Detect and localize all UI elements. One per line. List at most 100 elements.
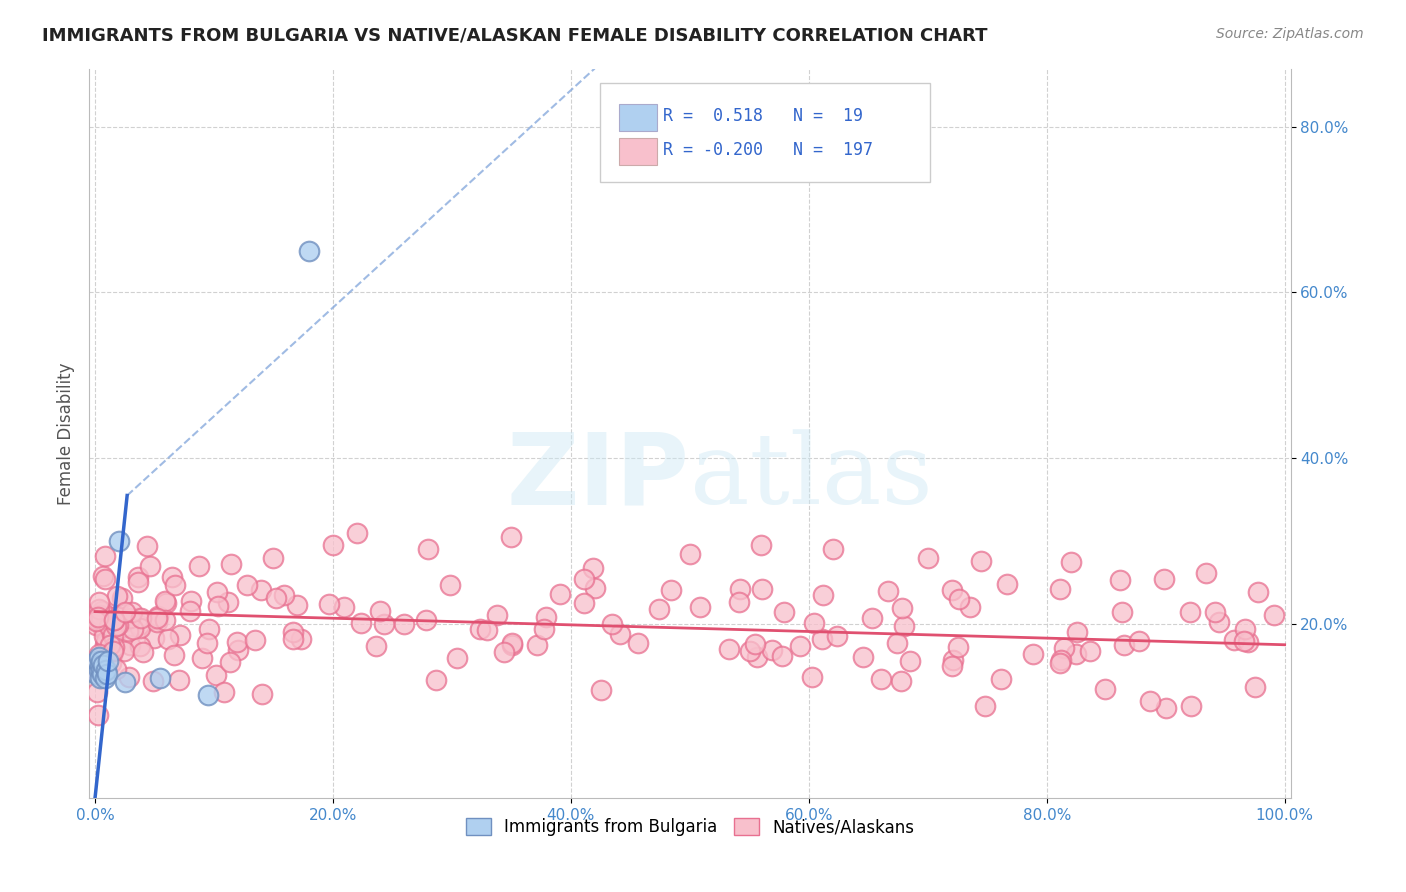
Point: [941, 582, 963, 597]
Point: [146, 609, 169, 624]
Point: [129, 639, 152, 653]
Point: [89, 658, 111, 673]
Point: [87, 609, 110, 624]
Point: [155, 594, 177, 608]
Point: [245, 632, 267, 647]
Point: [501, 636, 523, 650]
Point: [273, 588, 295, 602]
Point: [373, 616, 395, 631]
Point: [995, 577, 1018, 591]
Point: [90, 665, 112, 679]
Point: [1180, 698, 1202, 713]
Point: [90, 663, 112, 677]
Point: [1053, 641, 1076, 656]
Point: [128, 618, 150, 632]
Point: [98, 619, 121, 633]
Point: [120, 638, 142, 652]
Point: [392, 617, 415, 632]
Point: [679, 547, 702, 561]
Point: [111, 591, 134, 605]
Point: [121, 623, 143, 637]
Point: [250, 583, 273, 598]
Point: [425, 673, 447, 688]
Point: [290, 632, 312, 646]
Point: [350, 616, 373, 631]
Point: [100, 618, 122, 632]
Point: [1080, 644, 1102, 658]
Point: [898, 654, 921, 668]
Point: [132, 645, 155, 659]
Point: [1233, 623, 1256, 637]
Point: [101, 644, 124, 658]
Point: [825, 629, 848, 643]
Point: [548, 587, 571, 601]
Point: [893, 619, 915, 633]
Point: [163, 648, 186, 662]
Point: [87, 668, 110, 682]
Point: [475, 623, 498, 637]
Point: [94, 634, 117, 648]
Point: [127, 611, 149, 625]
Point: [139, 558, 162, 573]
Text: R = -0.200   N =  197: R = -0.200 N = 197: [664, 141, 873, 160]
Point: [212, 685, 235, 699]
Point: [346, 525, 368, 540]
Point: [747, 650, 769, 665]
Point: [93, 638, 115, 652]
Point: [94, 549, 117, 563]
Point: [264, 591, 287, 606]
Point: [609, 627, 631, 641]
Point: [1204, 605, 1226, 619]
Point: [689, 599, 711, 614]
Point: [121, 606, 143, 620]
Point: [195, 635, 218, 649]
Point: [1066, 624, 1088, 639]
Point: [226, 642, 249, 657]
FancyBboxPatch shape: [619, 103, 658, 130]
Point: [890, 601, 912, 615]
Point: [470, 622, 492, 636]
Point: [648, 602, 671, 616]
Point: [970, 553, 993, 567]
Point: [1237, 634, 1260, 648]
Point: [187, 559, 209, 574]
Point: [86, 654, 108, 668]
Point: [572, 572, 595, 586]
Point: [112, 644, 135, 658]
Point: [235, 578, 257, 592]
Point: [1128, 634, 1150, 648]
Point: [250, 687, 273, 701]
Point: [751, 582, 773, 596]
Point: [197, 688, 219, 702]
Point: [142, 631, 165, 645]
Point: [973, 699, 995, 714]
Point: [100, 610, 122, 624]
Point: [659, 582, 682, 597]
Point: [111, 615, 134, 630]
Point: [281, 624, 304, 639]
Text: R =  0.518   N =  19: R = 0.518 N = 19: [664, 107, 863, 125]
Point: [93, 671, 115, 685]
Text: atlas: atlas: [690, 429, 932, 525]
Point: [131, 611, 153, 625]
Point: [416, 542, 439, 557]
Point: [948, 592, 970, 607]
Point: [103, 640, 125, 654]
Point: [1195, 566, 1218, 580]
Point: [135, 540, 157, 554]
Point: [810, 632, 832, 647]
Point: [886, 636, 908, 650]
Point: [165, 578, 187, 592]
Point: [198, 622, 221, 636]
Point: [155, 596, 177, 610]
Point: [917, 550, 939, 565]
Point: [86, 654, 108, 668]
Text: ZIP: ZIP: [508, 429, 690, 525]
Point: [1233, 634, 1256, 648]
Point: [101, 648, 124, 662]
Point: [87, 708, 110, 723]
Point: [118, 611, 141, 625]
Point: [87, 595, 110, 609]
Point: [114, 675, 136, 690]
Point: [146, 615, 169, 629]
